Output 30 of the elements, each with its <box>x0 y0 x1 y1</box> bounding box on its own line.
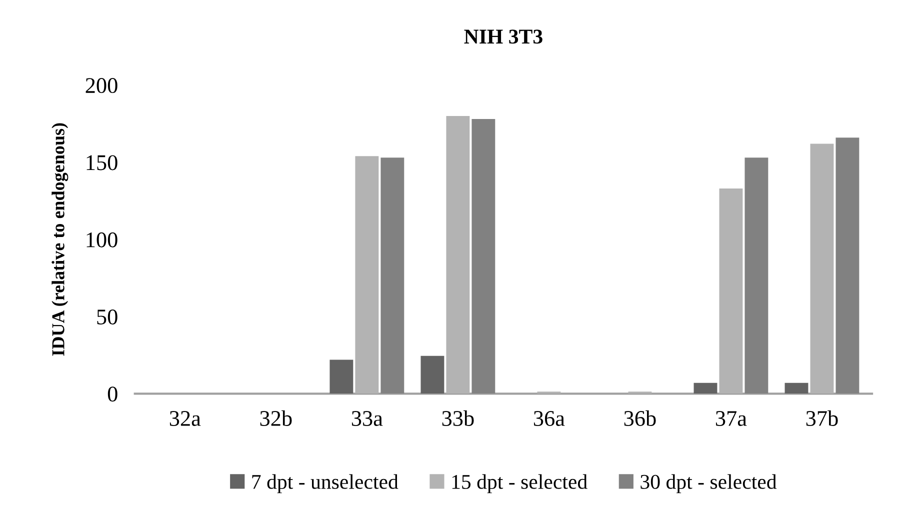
y-tick-label: 200 <box>86 78 118 94</box>
bar <box>719 188 743 394</box>
bar <box>420 356 444 394</box>
x-tick-label: 32b <box>260 410 292 426</box>
bar <box>810 144 834 394</box>
bar <box>355 156 379 394</box>
y-tick-label: 0 <box>108 386 118 402</box>
y-tick-label: 150 <box>86 155 118 170</box>
x-tick-label: 36b <box>624 410 656 426</box>
y-tick-label: 50 <box>97 309 118 324</box>
bar <box>694 382 718 394</box>
x-tick-label: 37b <box>806 410 838 426</box>
y-axis-title: IDUA (relative to endogenous) <box>52 123 68 356</box>
bar <box>836 138 860 394</box>
bar <box>330 360 354 394</box>
bar <box>446 116 470 394</box>
chart-title: NIH 3T3 <box>464 30 542 44</box>
bar <box>472 119 496 394</box>
x-tick-label: 33a <box>352 411 383 426</box>
y-tick-label: 100 <box>86 232 118 248</box>
bar <box>380 158 404 394</box>
x-tick-label: 36a <box>534 411 565 426</box>
legend-label: 15 dpt - selected <box>452 474 588 494</box>
legend-label: 30 dpt - selected <box>640 474 777 494</box>
x-tick-label: 33b <box>442 410 474 426</box>
legend-label: 7 dpt - unselected <box>252 474 398 494</box>
bar <box>784 382 808 394</box>
x-tick-label: 37a <box>716 411 747 426</box>
bar <box>744 158 768 394</box>
x-tick-label: 32a <box>170 411 201 426</box>
